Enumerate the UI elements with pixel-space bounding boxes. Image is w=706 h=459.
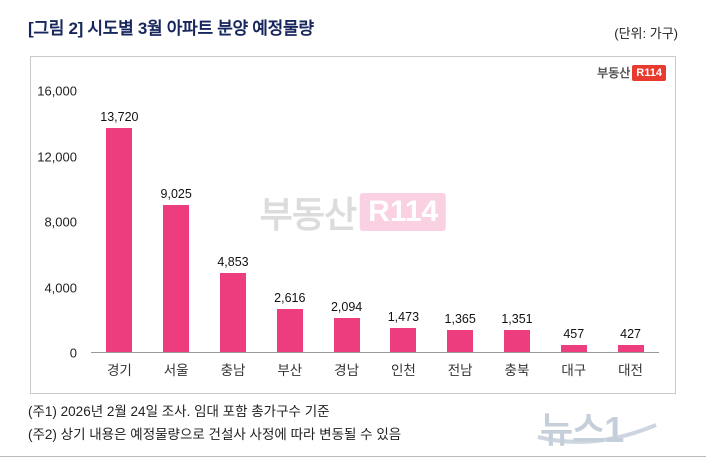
bar-category-label: 대구 [561, 363, 587, 378]
news1-watermark-text: 뉴스1 [540, 409, 624, 450]
bar-category-label: 인천 [390, 363, 416, 378]
bar [163, 204, 190, 352]
bar-group: 1,473 인천 [375, 91, 432, 378]
plot-area: 13,720 경기 9,025 서울 4,853 충남 2,616 부산 2,094 경남 1,47… [91, 91, 659, 378]
bar-category-label: 충북 [504, 363, 530, 378]
bar-category-label: 경남 [334, 363, 359, 378]
bar [617, 345, 644, 352]
bar [447, 329, 474, 352]
bar-category-label: 부산 [277, 363, 303, 378]
brand-logo-text: 부동산 [597, 66, 631, 80]
y-tick-label: 16,000 [37, 83, 77, 99]
bar-category-label: 서울 [163, 363, 189, 378]
bar-group: 13,720 경기 [91, 91, 148, 378]
bar-value-label: 1,365 [444, 311, 476, 326]
bar [560, 344, 587, 352]
y-axis: 0 4,000 8,000 12,000 16,000 [31, 84, 85, 361]
bar-group: 1,365 전남 [432, 91, 489, 378]
footnotes: (주1) 2026년 2월 24일 조사. 임대 포함 총가구수 기준 (주2)… [28, 400, 401, 446]
bar-value-label: 2,094 [330, 299, 363, 314]
bar-value-label: 13,720 [100, 110, 139, 125]
bar-value-label: 2,616 [274, 291, 306, 306]
brand-logo: 부동산 R114 [597, 64, 666, 81]
y-tick-label: 4,000 [44, 280, 77, 295]
bar-group: 9,025 서울 [148, 91, 205, 378]
bar-group: 427 대전 [602, 91, 659, 378]
y-tick-label: 12,000 [37, 149, 77, 164]
bar-group: 4,853 충남 [205, 91, 262, 378]
bar-category-label: 전남 [447, 363, 473, 378]
bar-value-label: 457 [563, 326, 585, 341]
footnote-1: (주1) 2026년 2월 24일 조사. 임대 포함 총가구수 기준 [28, 404, 330, 419]
unit-label: (단위: 가구) [614, 26, 678, 41]
bar-group: 2,094 경남 [318, 91, 375, 378]
footnote-2: (주2) 상기 내용은 예정물량으로 건설사 사정에 따라 변동될 수 있음 [28, 427, 402, 442]
news1-swoosh-icon [537, 423, 657, 444]
brand-logo-badge: R114 [632, 64, 666, 81]
bar-category-label: 충남 [220, 363, 246, 378]
bar-value-label: 1,351 [501, 311, 533, 326]
bar [333, 317, 360, 352]
bar-value-label: 9,025 [160, 186, 192, 201]
bar [390, 327, 417, 352]
y-tick-label: 0 [69, 345, 77, 361]
bottom-divider [0, 456, 706, 457]
bar-group: 1,351 충북 [489, 91, 546, 378]
y-tick-label: 8,000 [44, 214, 77, 230]
bar-value-label: 4,853 [217, 254, 249, 269]
bar-value-label: 427 [620, 327, 641, 342]
chart: 부동산 R114 부동산 R114 0 4,000 8,000 12,000 16,00… [30, 56, 676, 394]
bar-category-label: 대전 [618, 363, 643, 378]
bar-group: 2,616 부산 [261, 91, 318, 378]
bar [276, 309, 303, 352]
bar [106, 128, 133, 352]
bar-group: 457 대구 [545, 91, 602, 378]
bar [219, 272, 246, 352]
bar-value-label: 1,473 [387, 309, 420, 324]
page-title: [그림 2] 시도별 3월 아파트 분양 예정물량 [28, 19, 314, 38]
news1-watermark: 뉴스1 [532, 397, 662, 450]
bar [503, 329, 530, 352]
bar-category-label: 경기 [106, 363, 132, 378]
